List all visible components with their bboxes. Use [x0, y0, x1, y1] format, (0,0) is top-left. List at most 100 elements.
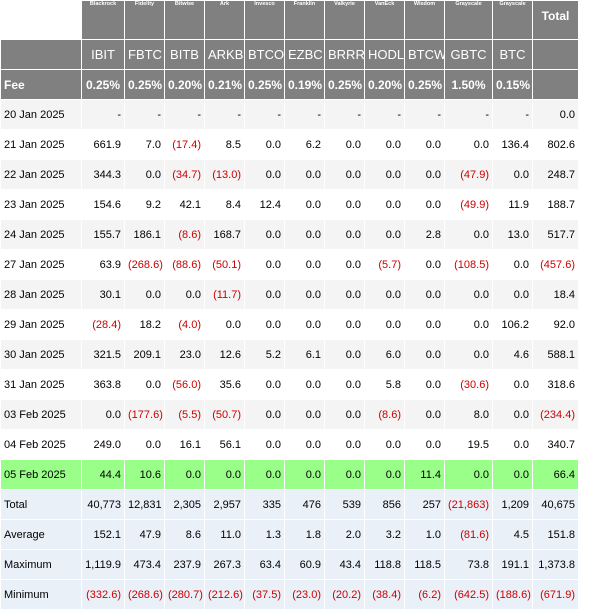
row-total: (457.6) [532, 249, 579, 280]
flow-value: 0.0 [244, 429, 285, 460]
flow-value: 0.0 [404, 279, 445, 310]
flow-value: 154.6 [81, 189, 125, 220]
flow-value: 0.0 [124, 279, 165, 310]
table-row: 22 Jan 2025 344.3 0.0 (34.7) (13.0) 0.0 0.0 0.0… [0, 159, 579, 190]
stat-value: 2,305 [164, 489, 205, 520]
table-row: 20 Jan 2025- - - - - - - - - - -0.0 [0, 99, 579, 130]
stat-value: 8.6 [164, 519, 205, 550]
flow-value: 0.0 [124, 159, 165, 190]
row-total: 318.6 [532, 369, 579, 400]
ticker-label-cell [0, 39, 82, 70]
stat-value: 3.2 [364, 519, 405, 550]
issuer-name: Valkyrie [324, 0, 365, 40]
flow-value: 7.0 [124, 129, 165, 160]
fee-value: 0.20% [164, 69, 205, 100]
table-row: 24 Jan 2025 155.7 186.1 (8.6) 168.7 0.0 0.0 0.0… [0, 219, 579, 250]
flow-value: (8.6) [364, 399, 405, 430]
flow-value: (34.7) [164, 159, 205, 190]
issuer-name: Invesco [244, 0, 285, 40]
flow-value: 0.0 [444, 219, 493, 250]
flow-value: 0.0 [444, 279, 493, 310]
stat-value: 73.8 [444, 549, 493, 580]
flow-value: 12.4 [244, 189, 285, 220]
flow-value: 0.0 [492, 369, 533, 400]
stat-value: (268.6) [124, 579, 165, 610]
ticker: BTCO [244, 39, 285, 70]
row-total: 517.7 [532, 219, 579, 250]
stat-value: (37.5) [244, 579, 285, 610]
flow-value: 209.1 [124, 339, 165, 370]
flow-value: 0.0 [244, 249, 285, 280]
stat-value: 1,209 [492, 489, 533, 520]
flow-value: 0.0 [404, 159, 445, 190]
flow-value: 5.8 [364, 369, 405, 400]
fee-value: 0.25% [324, 69, 365, 100]
row-date: 04 Feb 2025 [0, 429, 82, 460]
stat-value: 2.0 [324, 519, 365, 550]
issuer-name: Bitwise [164, 0, 205, 40]
ticker: ARKB [204, 39, 245, 70]
flow-value: 0.0 [364, 129, 405, 160]
ticker: BTCW [404, 39, 445, 70]
flow-value: - [284, 99, 325, 130]
stat-value: 856 [364, 489, 405, 520]
table-row: 05 Feb 2025 44.4 10.6 0.0 0.0 0.0 0.0 0.0 0.0 11.… [0, 459, 579, 490]
flow-value: - [204, 99, 245, 130]
flow-value: 0.0 [324, 189, 365, 220]
ticker: IBIT [81, 39, 125, 70]
flow-value: 0.0 [284, 159, 325, 190]
row-date: 23 Jan 2025 [0, 189, 82, 220]
row-date: 03 Feb 2025 [0, 399, 82, 430]
flow-value: 186.1 [124, 219, 165, 250]
flow-value: 6.1 [284, 339, 325, 370]
flow-value: 0.0 [204, 459, 245, 490]
row-total: (234.4) [532, 399, 579, 430]
flow-value: 0.0 [244, 129, 285, 160]
table-row: 29 Jan 2025 (28.4) 18.2 (4.0) 0.0 0.0 0.0 0.0 0.… [0, 309, 579, 340]
stat-total: (671.9) [532, 579, 579, 610]
stat-value: 40,773 [81, 489, 125, 520]
fee-row: Fee 0.25% 0.25% 0.20% 0.21% 0.25% 0.19% … [0, 69, 579, 100]
stat-value: 476 [284, 489, 325, 520]
row-total: 0.0 [532, 99, 579, 130]
stat-value: (20.2) [324, 579, 365, 610]
flow-value: 42.1 [164, 189, 205, 220]
stat-value: (642.5) [444, 579, 493, 610]
stat-value: 11.0 [204, 519, 245, 550]
row-date: 05 Feb 2025 [0, 459, 82, 490]
table-row: 27 Jan 2025 63.9 (268.6) (88.6) (50.1) 0.0 0.0… [0, 249, 579, 280]
flow-value: 0.0 [404, 399, 445, 430]
fee-value: 1.50% [444, 69, 493, 100]
flow-value: 0.0 [124, 429, 165, 460]
flow-value: 4.6 [492, 339, 533, 370]
flow-value: - [364, 99, 405, 130]
flow-value: 106.2 [492, 309, 533, 340]
flow-value: (13.0) [204, 159, 245, 190]
flow-value: 0.0 [444, 309, 493, 340]
flow-value: 0.0 [324, 279, 365, 310]
fee-value: 0.25% [124, 69, 165, 100]
flow-value: 13.0 [492, 219, 533, 250]
flow-value: 0.0 [492, 279, 533, 310]
flow-value: 0.0 [284, 249, 325, 280]
stat-label: Total [0, 489, 82, 520]
table-row: 04 Feb 2025 249.0 0.0 16.1 56.1 0.0 0.0 0.0 0.0 0… [0, 429, 579, 460]
stat-value: 267.3 [204, 549, 245, 580]
stat-value: 1,119.9 [81, 549, 125, 580]
flow-value: 0.0 [364, 459, 405, 490]
ticker: FBTC [124, 39, 165, 70]
flow-value: 0.0 [284, 459, 325, 490]
stat-row: Maximum 1,119.9 473.4 237.9 267.3 63.4 60.9 43.… [0, 549, 579, 580]
flow-value: - [444, 99, 493, 130]
stat-value: 1.3 [244, 519, 285, 550]
table-row: 23 Jan 2025 154.6 9.2 42.1 8.4 12.4 0.0 0.0 0.0 0… [0, 189, 579, 220]
stat-total: 1,373.8 [532, 549, 579, 580]
fee-label: Fee [0, 69, 82, 100]
flow-value: 0.0 [284, 279, 325, 310]
stat-value: 335 [244, 489, 285, 520]
fee-value: 0.25% [404, 69, 445, 100]
row-date: 28 Jan 2025 [0, 279, 82, 310]
flow-value: 155.7 [81, 219, 125, 250]
row-total: 588.1 [532, 339, 579, 370]
flow-value: (268.6) [124, 249, 165, 280]
